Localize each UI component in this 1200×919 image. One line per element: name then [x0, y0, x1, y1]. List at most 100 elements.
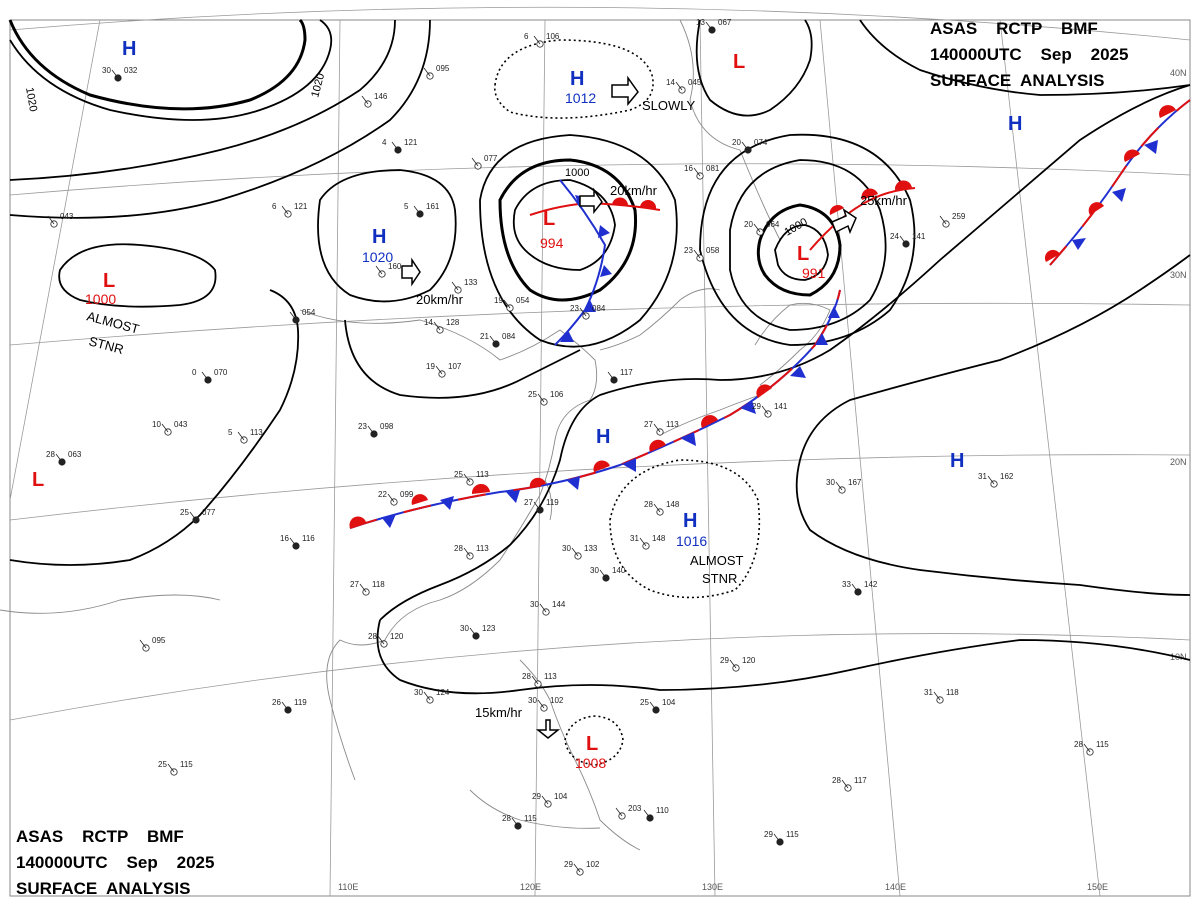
station-pressure: 124 [436, 688, 450, 697]
station-temperature: 28 [46, 450, 55, 459]
wind-barb-icon [539, 603, 547, 613]
low-center-4: L [103, 270, 115, 292]
station-plot: 33 142 [842, 580, 878, 596]
station-plot: 28 115 [1074, 740, 1109, 756]
wind-barb-icon [643, 809, 651, 819]
station-pressure: 142 [864, 580, 878, 589]
lat-label-30n: 30N [1170, 270, 1187, 280]
station-plot: 054 [289, 308, 316, 324]
station-temperature: 29 [564, 860, 573, 869]
station-plot: 27 118 [350, 580, 385, 596]
movement-label-west: 20km/hr [416, 292, 464, 307]
low-center-4-value: 1000 [85, 291, 116, 307]
high-center-2: H [570, 68, 584, 90]
station-pressure: 118 [372, 580, 385, 589]
station-pressure: 074 [754, 138, 768, 147]
station-pressure: 148 [666, 500, 680, 509]
isobar-label-1020-north: 1020 [309, 72, 327, 99]
station-plot: 259 [939, 212, 966, 228]
station-temperature: 31 [924, 688, 933, 697]
wind-barb-icon [531, 675, 539, 685]
station-plot: 28 120 [368, 632, 404, 648]
movement-labels: SLOWLY 20km/hr 20km/hr 25km/hr 15km/hr [416, 98, 908, 720]
station-pressure: 120 [742, 656, 756, 665]
wind-barb-icon [281, 701, 289, 711]
stationary-front-south [349, 289, 841, 529]
wind-barb-icon [653, 423, 661, 433]
station-pressure: 128 [446, 318, 460, 327]
wind-barb-icon [537, 393, 545, 403]
station-temperature: 27 [644, 420, 653, 429]
wind-barb-icon [773, 833, 781, 843]
station-temperature: 22 [378, 490, 387, 499]
station-pressure: 118 [946, 688, 959, 697]
station-pressure: 162 [1000, 472, 1014, 481]
lat-label-20n: 20N [1170, 457, 1187, 467]
station-temperature: 16 [684, 164, 693, 173]
wind-barb-icon [615, 807, 623, 817]
station-plot: 25 077 [180, 508, 216, 524]
wind-barb-icon [939, 215, 947, 225]
wind-barb-icon [289, 537, 297, 547]
station-pressure: 058 [706, 246, 720, 255]
station-pressure: 106 [550, 390, 564, 399]
station-plot: 30 123 [460, 624, 496, 640]
wind-barb-icon [377, 635, 385, 645]
almost-stnr-east-line1: ALMOST [690, 553, 744, 568]
wind-barb-icon [753, 223, 761, 233]
station-temperature: 25 [158, 760, 167, 769]
wind-barb-icon [167, 763, 175, 773]
low-center-3: L [797, 243, 809, 265]
coastlines [0, 19, 831, 851]
wind-barb-icon [47, 215, 55, 225]
header-bottom-line3: SURFACE ANALYSIS [16, 879, 190, 898]
station-temperature: 6 [272, 202, 277, 211]
wind-barb-icon [675, 81, 683, 91]
station-pressure: 160 [388, 262, 402, 271]
high-center-1: H [122, 38, 136, 60]
station-temperature: 0 [192, 368, 197, 377]
station-temperature: 30 [460, 624, 469, 633]
wind-barb-icon [741, 141, 749, 151]
movement-label-mid: 20km/hr [610, 183, 658, 198]
station-temperature: 4 [382, 138, 387, 147]
station-temperature: 13 [696, 18, 705, 27]
high-center-3: H [1008, 113, 1022, 135]
station-pressure: 117 [620, 368, 633, 377]
wind-barb-icon [607, 371, 615, 381]
high-center-6: H [683, 510, 697, 532]
low-center-1: L [733, 51, 745, 73]
station-pressure: 054 [302, 308, 316, 317]
low-center-3-value: 991 [802, 265, 826, 281]
wind-barb-icon [359, 583, 367, 593]
high-center-5: H [596, 426, 610, 448]
station-temperature: 30 [102, 66, 111, 75]
station-plot: 146 [361, 92, 388, 108]
station-pressure: 146 [374, 92, 388, 101]
arrow-20km-west [401, 257, 421, 287]
low-center-5: L [32, 469, 44, 491]
station-pressure: 098 [380, 422, 394, 431]
station-plot: 25 115 [158, 760, 193, 776]
station-pressure: 084 [502, 332, 516, 341]
wind-barb-icon [161, 423, 169, 433]
station-pressure: 167 [848, 478, 862, 487]
station-plot: 203 [615, 804, 642, 820]
station-pressure: 045 [688, 78, 702, 87]
station-plot: 16 081 [684, 164, 720, 180]
station-pressure: 113 [476, 544, 489, 553]
station-temperature: 28 [502, 814, 511, 823]
station-temperature: 5 [404, 202, 409, 211]
station-temperature: 30 [530, 600, 539, 609]
station-plot: 27 113 [644, 420, 679, 436]
arrow-20km-mid [579, 187, 603, 215]
wind-barb-icon [835, 481, 843, 491]
station-pressure: 113 [250, 428, 263, 437]
graticule [9, 6, 1191, 897]
movement-label-east: 25km/hr [860, 193, 908, 208]
station-pressure: 115 [180, 760, 193, 769]
wind-barb-icon [451, 281, 459, 291]
wind-barb-icon [571, 547, 579, 557]
station-temperature: 31 [978, 472, 987, 481]
